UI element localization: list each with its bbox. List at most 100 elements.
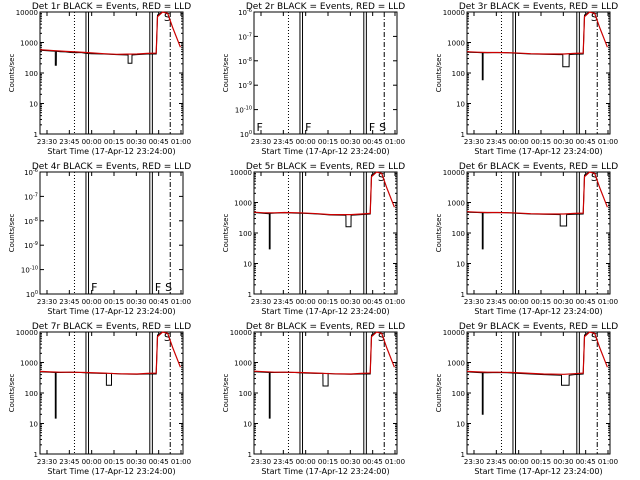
y-tick-label: 10-6 bbox=[238, 8, 252, 17]
x-tick-label: 00:15 bbox=[531, 298, 551, 306]
x-tick-label: 00:45 bbox=[576, 458, 596, 466]
x-tick-label: 23:45 bbox=[59, 138, 79, 146]
x-tick-label: 00:00 bbox=[296, 458, 316, 466]
y-tick-label: 1000 bbox=[234, 200, 252, 208]
x-tick-label: 00:45 bbox=[576, 298, 596, 306]
y-axis-label: Counts/sec bbox=[435, 374, 443, 413]
y-tick-label: 100 bbox=[26, 290, 38, 299]
events-line bbox=[39, 331, 166, 419]
flag-S: S bbox=[378, 331, 385, 344]
y-tick-label: 10000 bbox=[230, 169, 252, 177]
events-line bbox=[253, 171, 380, 250]
x-tick-label: 00:15 bbox=[318, 298, 338, 306]
y-axis-label: Counts/sec bbox=[222, 54, 230, 93]
x-tick-label: 00:00 bbox=[509, 298, 529, 306]
panel-det6r: Det 6r BLACK = Events, RED = LLD 1 10 100 10… bbox=[435, 162, 618, 316]
y-tick-label: 1 bbox=[248, 291, 252, 299]
y-axis-label: Counts/sec bbox=[8, 214, 16, 253]
x-tick-label: 00:30 bbox=[126, 298, 146, 306]
y-tick-label: 100 bbox=[239, 230, 252, 238]
lld-line bbox=[39, 331, 181, 375]
y-tick-label: 100 bbox=[25, 70, 38, 78]
y-tick-label: 10 bbox=[456, 261, 465, 269]
plot-frame bbox=[39, 331, 184, 455]
x-tick-label: 00:30 bbox=[340, 298, 360, 306]
y-tick-label: 1 bbox=[461, 451, 465, 459]
x-tick-label: 00:15 bbox=[318, 138, 338, 146]
x-tick-label: 23:45 bbox=[59, 458, 79, 466]
flag-F: F bbox=[369, 121, 375, 134]
x-tick-label: 00:00 bbox=[82, 458, 102, 466]
plot-frame bbox=[39, 11, 184, 135]
x-tick-label: 00:30 bbox=[126, 458, 146, 466]
plot-frame bbox=[466, 331, 611, 455]
y-tick-label: 1 bbox=[248, 451, 252, 459]
flag-S: S bbox=[164, 11, 171, 24]
panel-title: Det 1r BLACK = Events, RED = LLD bbox=[32, 2, 191, 12]
x-tick-label: 23:30 bbox=[464, 138, 484, 146]
flag-S: S bbox=[164, 331, 171, 344]
y-axis-label: Counts/sec bbox=[222, 214, 230, 253]
x-tick-label: 23:30 bbox=[37, 458, 57, 466]
panel-det3r: Det 3r BLACK = Events, RED = LLD 1 10 100 10… bbox=[435, 2, 618, 156]
x-tick-label: 00:45 bbox=[149, 298, 169, 306]
y-axis-label: Counts/sec bbox=[8, 374, 16, 413]
x-tick-label: 00:30 bbox=[553, 298, 573, 306]
x-tick-label: 23:45 bbox=[59, 298, 79, 306]
flag-S: S bbox=[591, 171, 598, 184]
y-tick-label: 100 bbox=[239, 390, 252, 398]
y-tick-label: 1000 bbox=[447, 40, 465, 48]
y-tick-label: 10-10 bbox=[235, 106, 252, 115]
y-tick-label: 10 bbox=[456, 101, 465, 109]
x-tick-label: 00:00 bbox=[82, 138, 102, 146]
x-tick-label: 01:00 bbox=[385, 458, 405, 466]
y-tick-label: 1000 bbox=[447, 360, 465, 368]
y-tick-label: 10 bbox=[243, 261, 252, 269]
y-tick-label: 1000 bbox=[20, 40, 38, 48]
x-tick-label: 00:00 bbox=[509, 458, 529, 466]
y-tick-label: 1000 bbox=[447, 200, 465, 208]
panel-title: Det 7r BLACK = Events, RED = LLD bbox=[32, 322, 191, 332]
x-tick-label: 23:30 bbox=[464, 458, 484, 466]
y-tick-label: 10 bbox=[243, 421, 252, 429]
y-tick-label: 10-9 bbox=[238, 81, 252, 90]
x-tick-label: 01:00 bbox=[171, 458, 191, 466]
y-tick-label: 10-10 bbox=[21, 266, 38, 275]
plot-frame bbox=[253, 171, 398, 295]
x-tick-label: 00:15 bbox=[531, 458, 551, 466]
x-tick-label: 23:30 bbox=[37, 138, 57, 146]
panel-title: Det 8r BLACK = Events, RED = LLD bbox=[246, 322, 405, 332]
panel-title: Det 6r BLACK = Events, RED = LLD bbox=[459, 162, 618, 172]
x-tick-label: 23:30 bbox=[251, 138, 271, 146]
panel-det7r: Det 7r BLACK = Events, RED = LLD 1 10 100 10… bbox=[8, 322, 191, 476]
x-tick-label: 01:00 bbox=[385, 138, 405, 146]
flag-S: S bbox=[378, 171, 385, 184]
x-tick-label: 23:30 bbox=[37, 298, 57, 306]
plot-frame bbox=[466, 171, 611, 295]
x-axis-label: Start Time (17-Apr-12 23:24:00) bbox=[261, 307, 389, 316]
flag-S: S bbox=[591, 331, 598, 344]
x-tick-label: 23:30 bbox=[251, 298, 271, 306]
x-tick-label: 00:45 bbox=[149, 138, 169, 146]
flag-F: F bbox=[91, 281, 97, 294]
x-tick-label: 01:00 bbox=[171, 138, 191, 146]
flag-S: S bbox=[591, 11, 598, 24]
y-axis-label: Counts/sec bbox=[222, 374, 230, 413]
x-axis-label: Start Time (17-Apr-12 23:24:00) bbox=[47, 147, 175, 156]
flag-F: F bbox=[305, 121, 311, 134]
y-tick-label: 100 bbox=[452, 70, 465, 78]
lld-line bbox=[39, 11, 181, 55]
y-tick-label: 10-9 bbox=[24, 241, 38, 250]
y-tick-label: 10-8 bbox=[24, 217, 38, 226]
x-tick-label: 00:30 bbox=[553, 458, 573, 466]
x-tick-label: 00:00 bbox=[509, 138, 529, 146]
y-tick-label: 100 bbox=[25, 390, 38, 398]
x-tick-label: 00:45 bbox=[363, 138, 383, 146]
x-tick-label: 00:00 bbox=[82, 298, 102, 306]
y-tick-label: 10000 bbox=[16, 9, 38, 17]
panel-title: Det 3r BLACK = Events, RED = LLD bbox=[459, 2, 618, 12]
lld-line bbox=[466, 11, 608, 55]
x-tick-label: 00:45 bbox=[149, 458, 169, 466]
x-axis-label: Start Time (17-Apr-12 23:24:00) bbox=[261, 147, 389, 156]
